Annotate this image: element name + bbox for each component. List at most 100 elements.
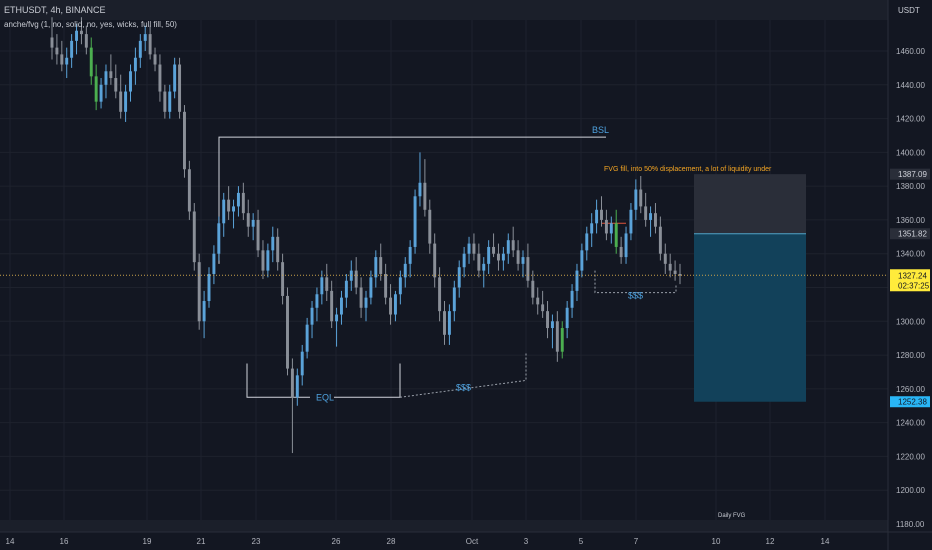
candle-body: [555, 321, 559, 352]
candle-body: [148, 34, 152, 55]
target-zone[interactable]: [694, 174, 806, 234]
candle-body: [124, 91, 128, 112]
candle-body: [187, 169, 191, 212]
candle-body: [663, 253, 667, 264]
candle-body: [438, 277, 442, 312]
candle-body: [354, 270, 358, 288]
time-tick: 16: [60, 537, 69, 546]
candle-body: [565, 307, 569, 329]
price-tick: 1280.00: [896, 351, 925, 360]
time-tick: 3: [524, 537, 529, 546]
candle-body: [595, 209, 599, 224]
candle-body: [624, 233, 628, 258]
candle-body: [590, 223, 594, 234]
candle-body: [678, 273, 682, 276]
price-tick: 1200.00: [896, 486, 925, 495]
candle-body: [516, 250, 520, 264]
time-tick: 10: [712, 537, 721, 546]
candle-body: [359, 287, 363, 308]
time-tick: 7: [634, 537, 639, 546]
candle-body: [70, 40, 74, 58]
eql-label: EQL: [316, 392, 334, 402]
candle-body: [94, 76, 98, 102]
daily-fvg-label: Daily FVG: [718, 513, 746, 519]
candle-body: [443, 311, 446, 335]
candle-body: [236, 192, 240, 207]
candle-body: [300, 351, 304, 376]
candle-body: [536, 297, 540, 305]
candle-body: [163, 91, 167, 112]
candle-body: [653, 213, 657, 227]
price-tick: 1240.00: [896, 419, 925, 428]
candle-body: [467, 243, 471, 254]
candle-body: [511, 240, 515, 251]
candle-body: [344, 280, 348, 298]
price-tick: 1260.00: [896, 385, 925, 394]
candle-body: [207, 273, 211, 302]
candle-body: [477, 253, 481, 271]
candle-body: [133, 57, 137, 72]
candle-body: [246, 213, 250, 227]
candle-body: [168, 91, 172, 112]
candle-body: [178, 64, 182, 112]
candle-body: [182, 111, 186, 170]
liquidity-label-2: $$$: [628, 291, 643, 301]
candle-body: [281, 262, 285, 296]
candle-body: [222, 199, 226, 224]
candle-body: [482, 263, 486, 271]
candle-body: [227, 199, 231, 212]
candle-body: [310, 307, 314, 325]
price-tick: 1400.00: [896, 148, 925, 157]
candle-body: [232, 206, 236, 212]
candle-body: [138, 40, 142, 58]
candle-body: [673, 270, 677, 274]
candle-body: [389, 297, 393, 315]
last-price-badge-bg: [890, 269, 930, 292]
candle-body: [570, 290, 574, 308]
candle-body: [658, 226, 662, 254]
time-tick: 14: [821, 537, 830, 546]
target-price-badge-bg: [890, 168, 930, 180]
candle-body: [462, 253, 466, 268]
last-price-badge: 1327.24: [898, 271, 927, 280]
candle-body: [143, 34, 147, 41]
candle-body: [600, 209, 603, 220]
time-tick: 21: [197, 537, 206, 546]
candle-body: [109, 71, 113, 79]
candle-body: [129, 71, 132, 92]
candle-body: [433, 243, 437, 278]
price-tick: 1380.00: [896, 182, 925, 191]
candle-body: [271, 236, 275, 251]
candle-body: [158, 64, 162, 92]
candle-body: [286, 295, 289, 369]
candle-body: [629, 209, 633, 234]
candle-body: [114, 78, 118, 92]
price-tick: 1420.00: [896, 115, 925, 124]
candle-body: [447, 311, 451, 335]
price-tick: 1460.00: [896, 47, 925, 56]
candle-body: [560, 328, 564, 352]
candle-body: [60, 54, 64, 65]
time-tick: 23: [252, 537, 261, 546]
candle-body: [531, 280, 535, 298]
candle-body: [320, 277, 324, 295]
candle-body: [496, 253, 500, 261]
stop-zone[interactable]: [694, 233, 806, 402]
footer-band: [0, 520, 888, 532]
candle-body: [173, 64, 177, 92]
candle-body: [305, 324, 309, 352]
candle-body: [649, 213, 653, 220]
time-axis[interactable]: 14 16 19 21 23 26 28 Oct 3 5 7 10 12 14: [6, 537, 830, 546]
candle-body: [423, 182, 427, 210]
candle-body: [418, 182, 422, 197]
price-tick: 1220.00: [896, 452, 925, 461]
candle-body: [290, 368, 294, 398]
candle-body: [276, 236, 280, 263]
candle-body: [241, 192, 245, 214]
time-tick: 28: [387, 537, 396, 546]
candle-body: [374, 257, 378, 278]
price-tick: 1360.00: [896, 216, 925, 225]
